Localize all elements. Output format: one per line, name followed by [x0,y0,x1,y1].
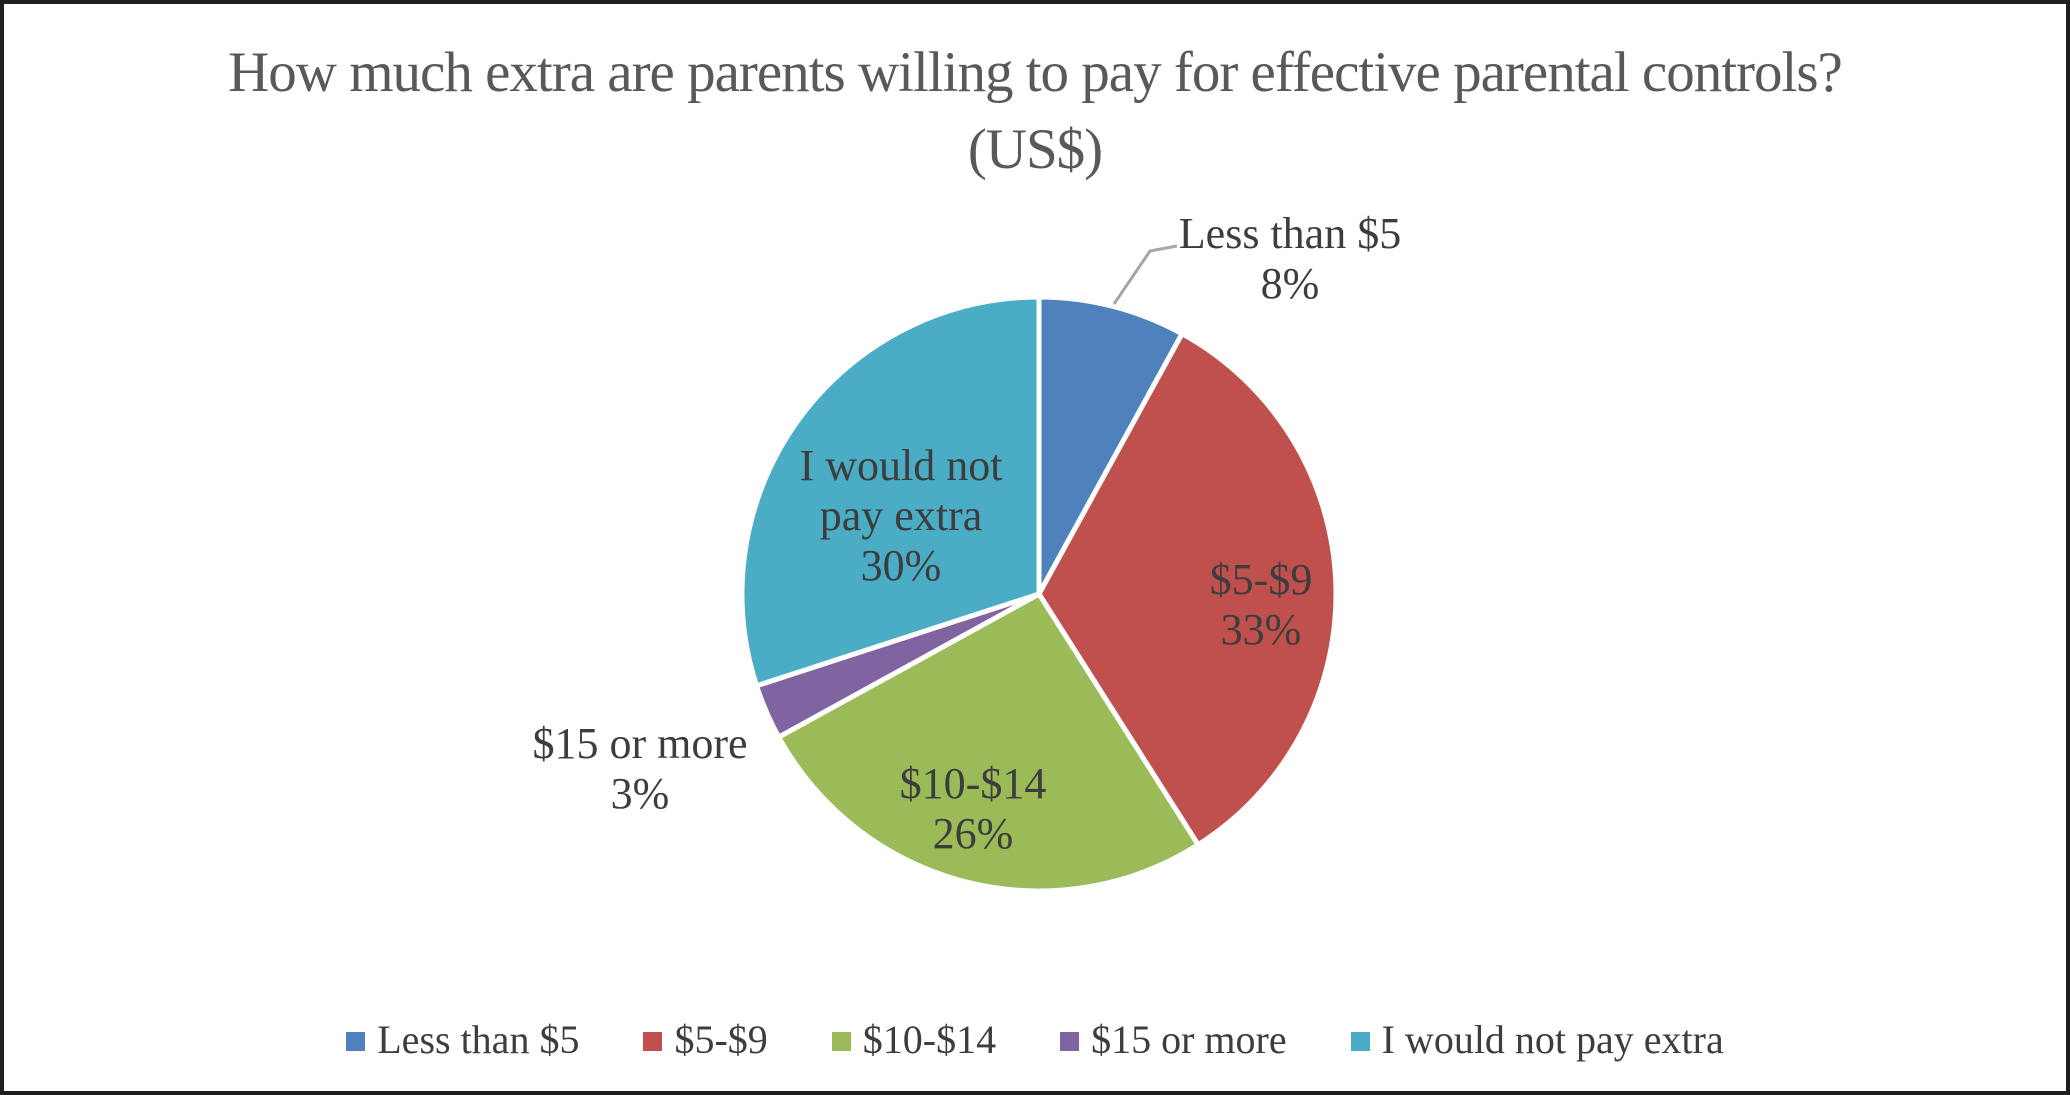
legend-label: $10-$14 [862,1017,997,1062]
legend-item-5-9[interactable]: $5-$9 [643,1016,768,1063]
leader-lines [1112,244,1178,305]
legend-item-10-14[interactable]: $10-$14 [831,1016,997,1063]
legend-label: $15 or more [1091,1017,1287,1062]
legend-item-i-would-not-pay-extra[interactable]: I would not pay extra [1350,1016,1724,1063]
legend-swatch-icon [643,1032,663,1051]
pie-slice-5-9[interactable] [1036,330,1339,849]
pie-slice-less-than-5[interactable] [1036,294,1186,596]
legend-label: $5-$9 [674,1017,768,1062]
legend-swatch-icon [1060,1032,1080,1051]
legend-swatch-icon [346,1032,366,1051]
chart-title: How much extra are parents willing to pa… [228,41,1843,181]
pie-slice-i-would-not-pay-extra[interactable] [739,294,1042,689]
pie-slice-10-14[interactable] [775,590,1202,894]
legend-label: Less than $5 [377,1017,580,1062]
legend-item-15-or-more[interactable]: $15 or more [1060,1016,1287,1063]
pie-slices [739,294,1339,894]
legend-swatch-icon [831,1032,851,1051]
pie-chart [739,244,1339,894]
legend-swatch-icon [1350,1032,1370,1051]
legend-item-less-than-5[interactable]: Less than $5 [346,1016,579,1063]
legend-label: I would not pay extra [1381,1017,1724,1062]
legend: Less than $5 $5-$9 $10-$14 $15 or more I wou… [4,1016,2066,1063]
leader-line-less-than-5 [1112,244,1178,305]
